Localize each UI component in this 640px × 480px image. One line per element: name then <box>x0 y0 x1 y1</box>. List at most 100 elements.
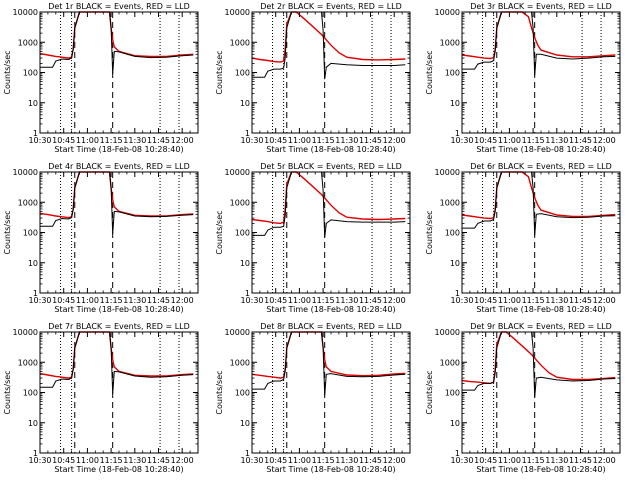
series-events-line <box>40 331 194 394</box>
detector-panel-8: Det 8r BLACK = Events, RED = LLD 1 10 100 10… <box>215 322 411 474</box>
y-tick-label: 1000 <box>440 358 460 367</box>
detector-panel-9: Det 9r BLACK = Events, RED = LLD 1 10 100 10… <box>425 322 621 474</box>
series-events-line <box>462 331 616 398</box>
y-tick-label: 1 <box>33 129 38 138</box>
x-tick-label: 12:00 <box>383 456 406 465</box>
y-tick-label: 10000 <box>225 328 250 337</box>
x-tick-label: 11:15 <box>100 456 123 465</box>
y-tick-label: 100 <box>445 389 460 398</box>
detector-panel-1: Det 1r BLACK = Events, RED = LLD 1 10 100 10… <box>3 2 199 154</box>
series-events-line <box>462 171 616 236</box>
x-tick-label: 12:00 <box>593 136 616 145</box>
y-axis-label: Counts/sec <box>3 50 12 94</box>
x-tick-label: 10:45 <box>474 136 497 145</box>
panel-title: Det 4r BLACK = Events, RED = LLD <box>48 162 190 171</box>
panel-title: Det 6r BLACK = Events, RED = LLD <box>470 162 612 171</box>
x-tick-label: 11:45 <box>147 296 170 305</box>
y-tick-label: 1000 <box>230 38 250 47</box>
x-tick-label: 11:45 <box>569 136 592 145</box>
x-tick-label: 11:30 <box>545 136 568 145</box>
x-tick-label: 11:15 <box>312 296 335 305</box>
y-tick-label: 1 <box>245 289 250 298</box>
x-tick-label: 11:45 <box>359 456 382 465</box>
y-tick-label: 10000 <box>435 8 460 17</box>
series-lld-line <box>251 171 406 225</box>
y-tick-label: 10 <box>450 99 460 108</box>
x-tick-label: 10:30 <box>450 296 473 305</box>
y-axis-label: Counts/sec <box>215 50 224 94</box>
x-tick-label: 11:30 <box>335 296 358 305</box>
x-tick-label: 11:15 <box>312 456 335 465</box>
x-tick-label: 10:45 <box>474 456 497 465</box>
x-tick-label: 10:30 <box>240 456 263 465</box>
x-tick-label: 10:30 <box>450 136 473 145</box>
x-tick-label: 10:45 <box>52 456 75 465</box>
x-tick-label: 12:00 <box>383 136 406 145</box>
x-tick-label: 10:45 <box>474 296 497 305</box>
y-tick-label: 10 <box>450 419 460 428</box>
x-tick-label: 11:45 <box>359 296 382 305</box>
plot-frame <box>461 331 621 454</box>
y-tick-label: 100 <box>23 69 38 78</box>
y-tick-label: 1000 <box>230 198 250 207</box>
y-tick-label: 1 <box>245 449 250 458</box>
detector-panel-2: Det 2r BLACK = Events, RED = LLD 1 10 100 10… <box>215 2 411 154</box>
plot-frame <box>39 171 199 294</box>
x-axis-label: Start Time (18-Feb-08 10:28:40) <box>266 145 395 154</box>
x-tick-label: 11:45 <box>359 136 382 145</box>
y-tick-label: 100 <box>445 69 460 78</box>
panel-title: Det 5r BLACK = Events, RED = LLD <box>260 162 402 171</box>
x-tick-label: 10:30 <box>450 456 473 465</box>
plot-frame <box>39 11 199 134</box>
detector-panel-6: Det 6r BLACK = Events, RED = LLD 1 10 100 10… <box>425 162 621 314</box>
x-tick-label: 10:45 <box>52 136 75 145</box>
x-tick-label: 11:30 <box>123 456 146 465</box>
x-tick-label: 11:30 <box>545 456 568 465</box>
x-tick-label: 11:15 <box>522 136 545 145</box>
x-tick-label: 11:00 <box>498 456 521 465</box>
x-tick-label: 11:00 <box>288 296 311 305</box>
x-tick-label: 10:45 <box>264 456 287 465</box>
x-tick-label: 10:30 <box>28 136 51 145</box>
y-tick-label: 10 <box>240 99 250 108</box>
series-lld-line <box>461 331 616 385</box>
panel-title: Det 8r BLACK = Events, RED = LLD <box>260 322 402 331</box>
x-tick-label: 11:15 <box>522 456 545 465</box>
y-tick-label: 1 <box>245 129 250 138</box>
x-axis-label: Start Time (18-Feb-08 10:28:40) <box>54 145 183 154</box>
x-tick-label: 12:00 <box>593 456 616 465</box>
series-events-line <box>252 331 406 396</box>
y-axis-label: Counts/sec <box>215 370 224 414</box>
y-tick-label: 10 <box>28 259 38 268</box>
series-events-line <box>462 11 616 76</box>
detector-panel-7: Det 7r BLACK = Events, RED = LLD 1 10 100 10… <box>3 322 199 474</box>
plot-frame <box>251 331 411 454</box>
detector-panel-4: Det 4r BLACK = Events, RED = LLD 1 10 100 10… <box>3 162 199 314</box>
series-events-line <box>40 171 194 234</box>
y-tick-label: 10000 <box>435 328 460 337</box>
panel-title: Det 1r BLACK = Events, RED = LLD <box>48 2 190 11</box>
x-tick-label: 11:00 <box>288 456 311 465</box>
y-tick-label: 100 <box>235 229 250 238</box>
y-tick-label: 100 <box>445 229 460 238</box>
x-tick-label: 11:45 <box>569 456 592 465</box>
x-tick-label: 11:00 <box>76 456 99 465</box>
y-tick-label: 1 <box>33 289 38 298</box>
x-tick-label: 12:00 <box>171 136 194 145</box>
x-tick-label: 11:30 <box>123 296 146 305</box>
y-tick-label: 1 <box>33 449 38 458</box>
y-tick-label: 10000 <box>13 168 38 177</box>
x-tick-label: 11:45 <box>569 296 592 305</box>
y-axis-label: Counts/sec <box>425 50 434 94</box>
x-axis-label: Start Time (18-Feb-08 10:28:40) <box>266 305 395 314</box>
y-tick-label: 1 <box>455 129 460 138</box>
x-tick-label: 11:30 <box>123 136 146 145</box>
x-tick-label: 11:00 <box>498 136 521 145</box>
x-tick-label: 11:00 <box>498 296 521 305</box>
y-tick-label: 1 <box>455 449 460 458</box>
series-events-line <box>40 11 194 74</box>
y-tick-label: 10000 <box>435 168 460 177</box>
x-tick-label: 11:30 <box>335 456 358 465</box>
y-tick-label: 1000 <box>440 38 460 47</box>
x-tick-label: 10:30 <box>28 456 51 465</box>
